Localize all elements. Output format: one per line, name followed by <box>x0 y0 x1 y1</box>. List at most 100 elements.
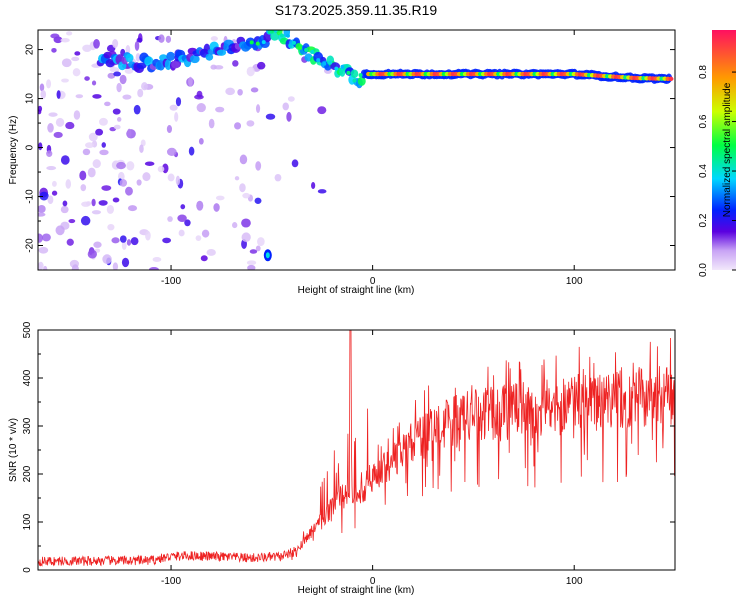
heatmap-cell <box>246 260 257 266</box>
heatmap-cell <box>126 161 135 171</box>
heatmap-cell <box>109 67 120 73</box>
heatmap-cell <box>93 241 102 248</box>
heatmap-cell <box>91 210 102 215</box>
heatmap-cell <box>174 112 179 122</box>
heatmap-cell <box>175 175 181 186</box>
snr-xtick-label: -100 <box>161 576 181 587</box>
heatmap-cell <box>196 103 206 113</box>
heatmap-cell <box>239 154 248 165</box>
heatmap-cell <box>73 110 81 120</box>
heatmap-ytick-label: -20 <box>25 238 36 253</box>
heatmap-cell <box>38 204 46 214</box>
heatmap-cell <box>91 80 97 86</box>
heatmap-cell <box>38 233 43 243</box>
heatmap-cell <box>68 218 76 224</box>
ridge-core <box>310 50 315 55</box>
heatmap-cell <box>95 128 104 136</box>
heatmap-cell <box>88 132 98 142</box>
heatmap-cell <box>200 255 208 262</box>
ridge-halo <box>136 62 147 69</box>
heatmap-cell <box>38 261 44 270</box>
heatmap-cell <box>237 88 243 96</box>
heatmap-cell <box>125 186 133 196</box>
heatmap-cell <box>246 120 255 127</box>
heatmap-cell <box>65 179 72 189</box>
colorbar-tick-label: 0.2 <box>698 213 709 227</box>
heatmap-cell <box>126 128 132 139</box>
heatmap-cell <box>39 83 45 92</box>
heatmap-cell <box>50 33 60 39</box>
heatmap-cell <box>141 82 148 91</box>
ridge-halo <box>164 59 172 71</box>
colorbar-label: Normalized spectral amplitude <box>722 82 733 217</box>
heatmap-cell <box>213 203 220 212</box>
heatmap-cell <box>47 195 54 205</box>
heatmap-cell <box>66 238 74 246</box>
heatmap-cell <box>113 124 121 130</box>
heatmap-cell <box>80 184 87 192</box>
heatmap-cell <box>127 205 138 212</box>
heatmap-xlabel: Height of straight line (km) <box>298 285 415 296</box>
heatmap-cell <box>166 147 177 156</box>
heatmap-xtick-label: 100 <box>566 276 583 287</box>
heatmap-cell <box>239 183 246 193</box>
ridge-core <box>292 40 297 45</box>
heatmap-cell <box>46 166 57 171</box>
heatmap-cell <box>98 200 108 206</box>
heatmap-cell <box>62 200 68 207</box>
heatmap-cell <box>158 34 165 43</box>
heatmap-cell <box>194 94 204 100</box>
heatmap-cell <box>250 87 259 93</box>
heatmap-cell <box>92 159 101 169</box>
heatmap-cell <box>255 161 262 171</box>
heatmap-cell <box>265 113 276 120</box>
heatmap-cell <box>249 249 258 254</box>
heatmap-cell <box>39 191 49 201</box>
heatmap-cell <box>79 170 87 181</box>
heatmap-cell <box>119 179 128 187</box>
heatmap-cell <box>55 117 65 127</box>
heatmap-cell <box>232 222 238 229</box>
ridge-core <box>328 60 333 65</box>
heatmap-cell <box>107 223 115 231</box>
heatmap-cell <box>225 87 235 96</box>
heatmap-cell <box>38 246 49 254</box>
heatmap-cell <box>177 214 187 222</box>
heatmap-cell <box>104 101 111 107</box>
heatmap-cell <box>125 44 131 55</box>
heatmap-cell <box>116 117 122 122</box>
heatmap-cell <box>112 262 119 270</box>
ridge-halo <box>270 32 280 41</box>
heatmap-cell <box>133 104 141 115</box>
heatmap-cell <box>91 198 96 207</box>
heatmap-cell <box>166 125 173 134</box>
heatmap-cell <box>99 117 108 126</box>
heatmap-cell <box>130 237 139 246</box>
ridge-core <box>261 40 266 45</box>
heatmap-cell <box>184 219 191 227</box>
heatmap-cell <box>87 167 96 178</box>
heatmap-cell <box>136 37 143 43</box>
heatmap-cell <box>75 94 84 99</box>
ridge-core <box>249 40 254 45</box>
ridge-halo <box>216 49 227 56</box>
heatmap-cell <box>287 96 295 102</box>
heatmap-cell <box>93 38 100 49</box>
heatmap-cell <box>152 257 162 262</box>
heatmap-cell <box>255 104 261 113</box>
heatmap-cell <box>47 123 54 133</box>
heatmap-cell <box>136 179 142 186</box>
snr-ytick-label: 300 <box>22 417 33 434</box>
heatmap-cell <box>165 35 172 43</box>
heatmap-ylabel: Frequency (Hz) <box>8 116 19 185</box>
heatmap-cell <box>234 176 240 181</box>
heatmap-cell <box>274 173 282 182</box>
snr-ytick-label: 400 <box>22 369 33 386</box>
heatmap-cell <box>167 173 175 182</box>
ridge-halo <box>350 69 359 79</box>
heatmap-cell <box>38 142 43 151</box>
heatmap-cell <box>175 97 182 107</box>
heatmap-cell <box>311 181 316 189</box>
heatmap-cell <box>201 229 210 238</box>
